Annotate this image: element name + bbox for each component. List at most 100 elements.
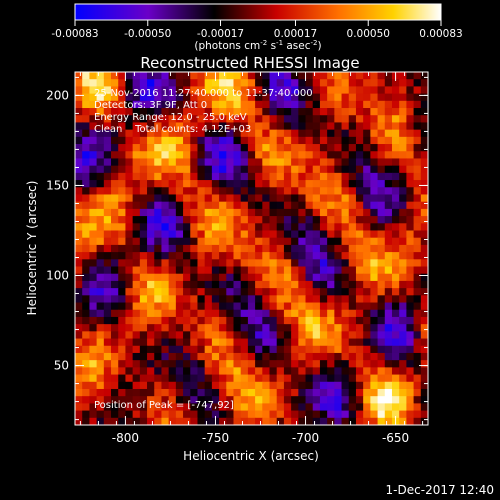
heatmap-pixel [420, 367, 428, 375]
heatmap-pixel [118, 108, 126, 116]
heatmap-pixel [233, 280, 242, 289]
heatmap-pixel [190, 367, 198, 375]
heatmap-pixel [154, 151, 162, 159]
heatmap-pixel [175, 396, 184, 404]
heatmap-pixel [89, 345, 98, 354]
heatmap-pixel [190, 216, 198, 224]
heatmap-pixel [370, 79, 378, 87]
heatmap-pixel [377, 374, 386, 383]
heatmap-pixel [111, 252, 119, 260]
heatmap-pixel [283, 208, 292, 217]
heatmap-pixel [269, 115, 278, 123]
heatmap-pixel [125, 100, 134, 109]
heatmap-pixel [341, 129, 350, 138]
heatmap-pixel [82, 208, 90, 217]
heatmap-pixel [319, 388, 328, 397]
heatmap-pixel [154, 230, 162, 239]
heatmap-pixel [96, 230, 105, 239]
heatmap-pixel [363, 230, 371, 239]
heatmap-pixel [319, 93, 328, 102]
heatmap-pixel [154, 388, 162, 397]
heatmap-pixel [334, 79, 342, 87]
heatmap-pixel [240, 244, 249, 253]
heatmap-pixel [226, 309, 234, 318]
heatmap-pixel [305, 331, 314, 339]
heatmap-pixel [291, 108, 299, 116]
heatmap-pixel [125, 352, 134, 361]
heatmap-pixel [96, 244, 105, 253]
heatmap-pixel [355, 136, 364, 145]
heatmap-pixel [89, 367, 98, 375]
heatmap-pixel [197, 252, 206, 260]
heatmap-pixel [211, 309, 220, 318]
heatmap-pixel [168, 374, 177, 383]
heatmap-pixel [190, 93, 198, 102]
heatmap-pixel [420, 396, 428, 404]
heatmap-pixel [291, 187, 299, 195]
heatmap-pixel [154, 338, 162, 347]
heatmap-pixel [118, 302, 126, 311]
heatmap-pixel [118, 374, 126, 383]
heatmap-pixel [341, 201, 350, 210]
heatmap-pixel [96, 266, 105, 275]
heatmap-pixel [233, 201, 242, 210]
heatmap-pixel [420, 136, 428, 145]
heatmap-pixel [168, 367, 177, 375]
heatmap-pixel [298, 266, 306, 275]
heatmap-pixel [384, 381, 393, 390]
heatmap-pixel [240, 158, 249, 167]
heatmap-pixel [132, 151, 141, 159]
heatmap-pixel [341, 266, 350, 275]
heatmap-pixel [391, 223, 400, 231]
heatmap-pixel [269, 273, 278, 282]
heatmap-pixel [269, 158, 278, 167]
heatmap-pixel [175, 388, 184, 397]
heatmap-pixel [363, 158, 371, 167]
heatmap-pixel [377, 180, 386, 188]
heatmap-pixel [327, 295, 335, 303]
heatmap-pixel [413, 151, 422, 159]
heatmap-pixel [190, 338, 198, 347]
heatmap-pixel [269, 230, 278, 239]
heatmap-pixel [399, 410, 407, 419]
heatmap-pixel [197, 115, 206, 123]
heatmap-pixel [420, 108, 428, 116]
heatmap-pixel [75, 122, 83, 131]
heatmap-pixel [168, 295, 177, 303]
heatmap-pixel [391, 288, 400, 296]
heatmap-pixel [355, 72, 364, 80]
heatmap-pixel [233, 144, 242, 152]
heatmap-pixel [363, 180, 371, 188]
heatmap-pixel [327, 360, 335, 368]
heatmap-pixel [399, 158, 407, 167]
heatmap-pixel [197, 208, 206, 217]
heatmap-pixel [262, 208, 270, 217]
heatmap-pixel [334, 288, 342, 296]
heatmap-pixel [197, 180, 206, 188]
colorbar-unit: (photons cm-2 s-1 asec-2) [194, 39, 321, 52]
heatmap-pixel [262, 180, 270, 188]
heatmap-pixel [420, 129, 428, 138]
heatmap-pixel [363, 360, 371, 368]
heatmap-pixel [154, 144, 162, 152]
heatmap-pixel [327, 266, 335, 275]
heatmap-pixel [154, 295, 162, 303]
heatmap-pixel [370, 115, 378, 123]
heatmap-pixel [255, 374, 263, 383]
heatmap-pixel [334, 381, 342, 390]
heatmap-pixel [312, 115, 321, 123]
heatmap-pixel [125, 360, 134, 368]
heatmap-pixel [312, 288, 321, 296]
heatmap-pixel [319, 367, 328, 375]
heatmap-pixel [319, 410, 328, 419]
heatmap-pixel [111, 201, 119, 210]
heatmap-pixel [370, 403, 378, 411]
heatmap-pixel [96, 93, 105, 102]
heatmap-pixel [183, 381, 191, 390]
heatmap-pixel [204, 302, 213, 311]
heatmap-pixel [262, 165, 270, 174]
heatmap-pixel [190, 403, 198, 411]
heatmap-pixel [269, 266, 278, 275]
heatmap-pixel [147, 360, 155, 368]
heatmap-pixel [406, 237, 414, 246]
